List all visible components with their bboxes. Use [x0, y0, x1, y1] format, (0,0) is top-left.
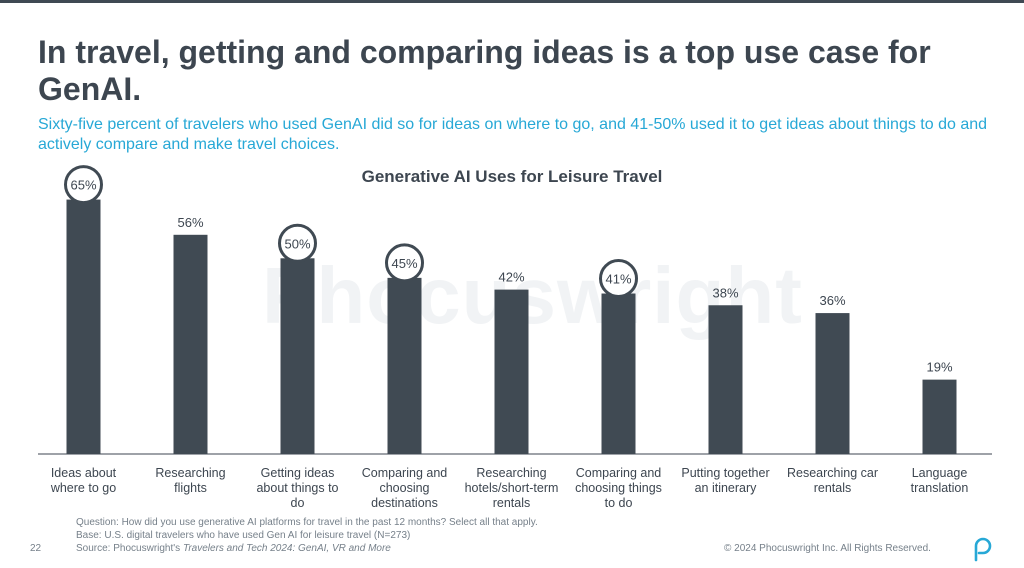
- footnote-base: Base: U.S. digital travelers who have us…: [76, 530, 411, 541]
- data-label: 65%: [70, 178, 96, 193]
- bar: [173, 234, 208, 454]
- bars-group: 65% Ideas about where to go 56% Researching f…: [50, 165, 969, 510]
- category-label: Language translation: [911, 466, 969, 495]
- category-label: Researching hotels/short-term rentals: [465, 466, 559, 510]
- bar: [387, 277, 422, 454]
- data-label: 50%: [284, 236, 310, 251]
- page-number: 22: [30, 543, 42, 554]
- bar: [601, 293, 636, 454]
- footnote-source-title: Travelers and Tech 2024: GenAI, VR and M…: [182, 543, 391, 554]
- bar: [66, 199, 101, 454]
- data-label: 36%: [819, 293, 845, 308]
- category-label: Comparing and choosing destinations: [362, 466, 448, 510]
- data-label: 56%: [177, 215, 203, 230]
- phocuswright-p-logo-icon: [974, 537, 992, 562]
- slide-headline: In travel, getting and comparing ideas i…: [38, 34, 931, 107]
- category-label: Ideas about where to go: [50, 466, 117, 495]
- data-label: 41%: [605, 272, 631, 287]
- data-label: 19%: [926, 360, 952, 375]
- bar: [280, 258, 315, 454]
- data-label: 38%: [712, 285, 738, 300]
- category-label: Putting together an itinerary: [681, 466, 769, 495]
- footnote-source: Source: Phocuswright's Travelers and Tec…: [76, 542, 538, 555]
- bar: [815, 313, 850, 454]
- chart-title: Generative AI Uses for Leisure Travel: [362, 167, 663, 186]
- category-label: Researching flights: [155, 466, 225, 495]
- bar: [494, 289, 529, 454]
- highlight-ring: [64, 165, 103, 205]
- top-rule: [0, 0, 1024, 3]
- slide-subhead: Sixty-five percent of travelers who used…: [38, 116, 988, 153]
- data-label: 45%: [391, 256, 417, 271]
- highlight-ring: [599, 259, 638, 299]
- data-label: 42%: [498, 270, 524, 285]
- copyright: © 2024 Phocuswright Inc. All Rights Rese…: [724, 543, 931, 554]
- highlight-ring: [278, 223, 317, 263]
- category-label: Researching car rentals: [787, 466, 878, 495]
- category-label: Getting ideas about things to do: [256, 466, 338, 510]
- category-label: Comparing and choosing things to do: [575, 466, 662, 510]
- footnote-question: Question: How did you use generative AI …: [76, 517, 538, 528]
- footnote-source-prefix: Source: Phocuswright's: [76, 543, 183, 554]
- bar: [922, 379, 957, 454]
- bar: [708, 305, 743, 454]
- bar-chart: Generative AI Uses for Leisure Travel 65…: [38, 165, 992, 510]
- highlight-ring: [385, 243, 424, 283]
- footnote: Question: How did you use generative AI …: [76, 516, 538, 555]
